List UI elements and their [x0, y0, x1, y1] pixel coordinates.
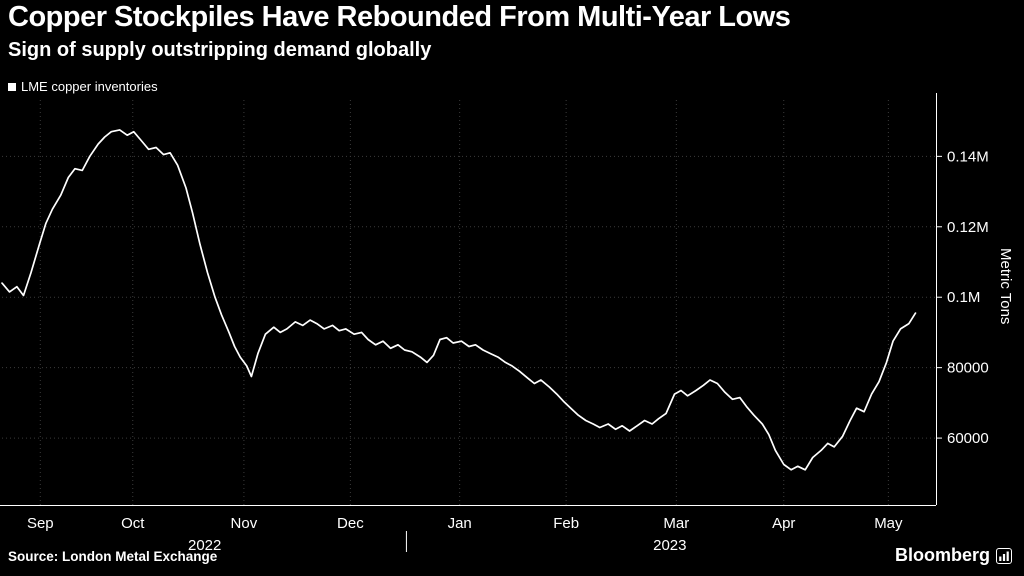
chart-subtitle: Sign of supply outstripping demand globa…: [8, 39, 432, 61]
x-tick-label: Sep: [27, 515, 54, 532]
legend-label: LME copper inventories: [21, 79, 158, 94]
x-tick-label: May: [874, 515, 903, 532]
y-tick-label: 0.12M: [947, 219, 989, 236]
x-tick-label: Dec: [337, 515, 364, 532]
y-tick-label: 60000: [947, 430, 989, 447]
bloomberg-icon: [996, 547, 1012, 564]
line-chart: 60000 80000 0.1M 0.12M 0.14M Sep Oct Nov Dec Jan F…: [0, 93, 989, 554]
y-tick-label: 0.1M: [947, 289, 980, 306]
bloomberg-logo: Bloomberg: [895, 545, 1012, 566]
source-note: Source: London Metal Exchange: [8, 549, 218, 564]
x-tick-label: Nov: [231, 515, 258, 532]
x-tick-label: Mar: [663, 515, 689, 532]
chart-title: Copper Stockpiles Have Rebounded From Mu…: [8, 1, 791, 33]
bloomberg-wordmark: Bloomberg: [894, 545, 990, 565]
x-tick-label: Apr: [772, 515, 795, 532]
inventory-line-series: [1, 129, 917, 471]
y-axis-title: Metric Tons: [997, 248, 1014, 325]
y-tick-label: 80000: [947, 360, 989, 377]
year-label: 2022: [188, 537, 221, 554]
legend-marker-icon: [8, 82, 16, 91]
x-tick-label: Feb: [553, 515, 579, 532]
x-tick-label: Oct: [121, 515, 145, 532]
x-tick-label: Jan: [448, 515, 472, 532]
legend: LME copper inventories: [8, 79, 158, 94]
y-tick-label: 0.14M: [947, 148, 989, 165]
year-label: 2023: [653, 537, 686, 554]
